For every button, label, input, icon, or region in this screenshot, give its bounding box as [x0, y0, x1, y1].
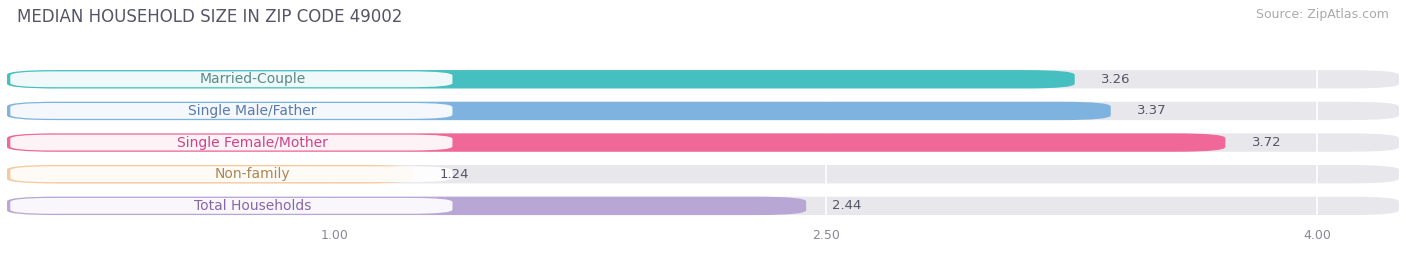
Text: Total Households: Total Households — [194, 199, 311, 213]
FancyBboxPatch shape — [7, 197, 806, 215]
FancyBboxPatch shape — [7, 133, 1226, 152]
Text: 1.24: 1.24 — [439, 168, 468, 181]
FancyBboxPatch shape — [7, 102, 1111, 120]
Text: Single Female/Mother: Single Female/Mother — [177, 136, 328, 150]
Text: Single Male/Father: Single Male/Father — [188, 104, 316, 118]
FancyBboxPatch shape — [10, 135, 453, 150]
Text: 3.26: 3.26 — [1101, 73, 1130, 86]
FancyBboxPatch shape — [7, 165, 413, 183]
FancyBboxPatch shape — [10, 198, 453, 214]
FancyBboxPatch shape — [7, 70, 1074, 89]
Text: 2.44: 2.44 — [832, 199, 862, 212]
Text: MEDIAN HOUSEHOLD SIZE IN ZIP CODE 49002: MEDIAN HOUSEHOLD SIZE IN ZIP CODE 49002 — [17, 8, 402, 26]
FancyBboxPatch shape — [10, 103, 453, 119]
Text: Married-Couple: Married-Couple — [200, 72, 305, 86]
FancyBboxPatch shape — [10, 71, 453, 87]
FancyBboxPatch shape — [7, 133, 1399, 152]
Text: Non-family: Non-family — [215, 167, 291, 181]
Text: Source: ZipAtlas.com: Source: ZipAtlas.com — [1256, 8, 1389, 21]
Text: 3.37: 3.37 — [1137, 104, 1167, 118]
FancyBboxPatch shape — [7, 197, 1399, 215]
FancyBboxPatch shape — [10, 166, 453, 182]
FancyBboxPatch shape — [7, 102, 1399, 120]
FancyBboxPatch shape — [7, 165, 1399, 183]
Text: 3.72: 3.72 — [1251, 136, 1281, 149]
FancyBboxPatch shape — [7, 70, 1399, 89]
